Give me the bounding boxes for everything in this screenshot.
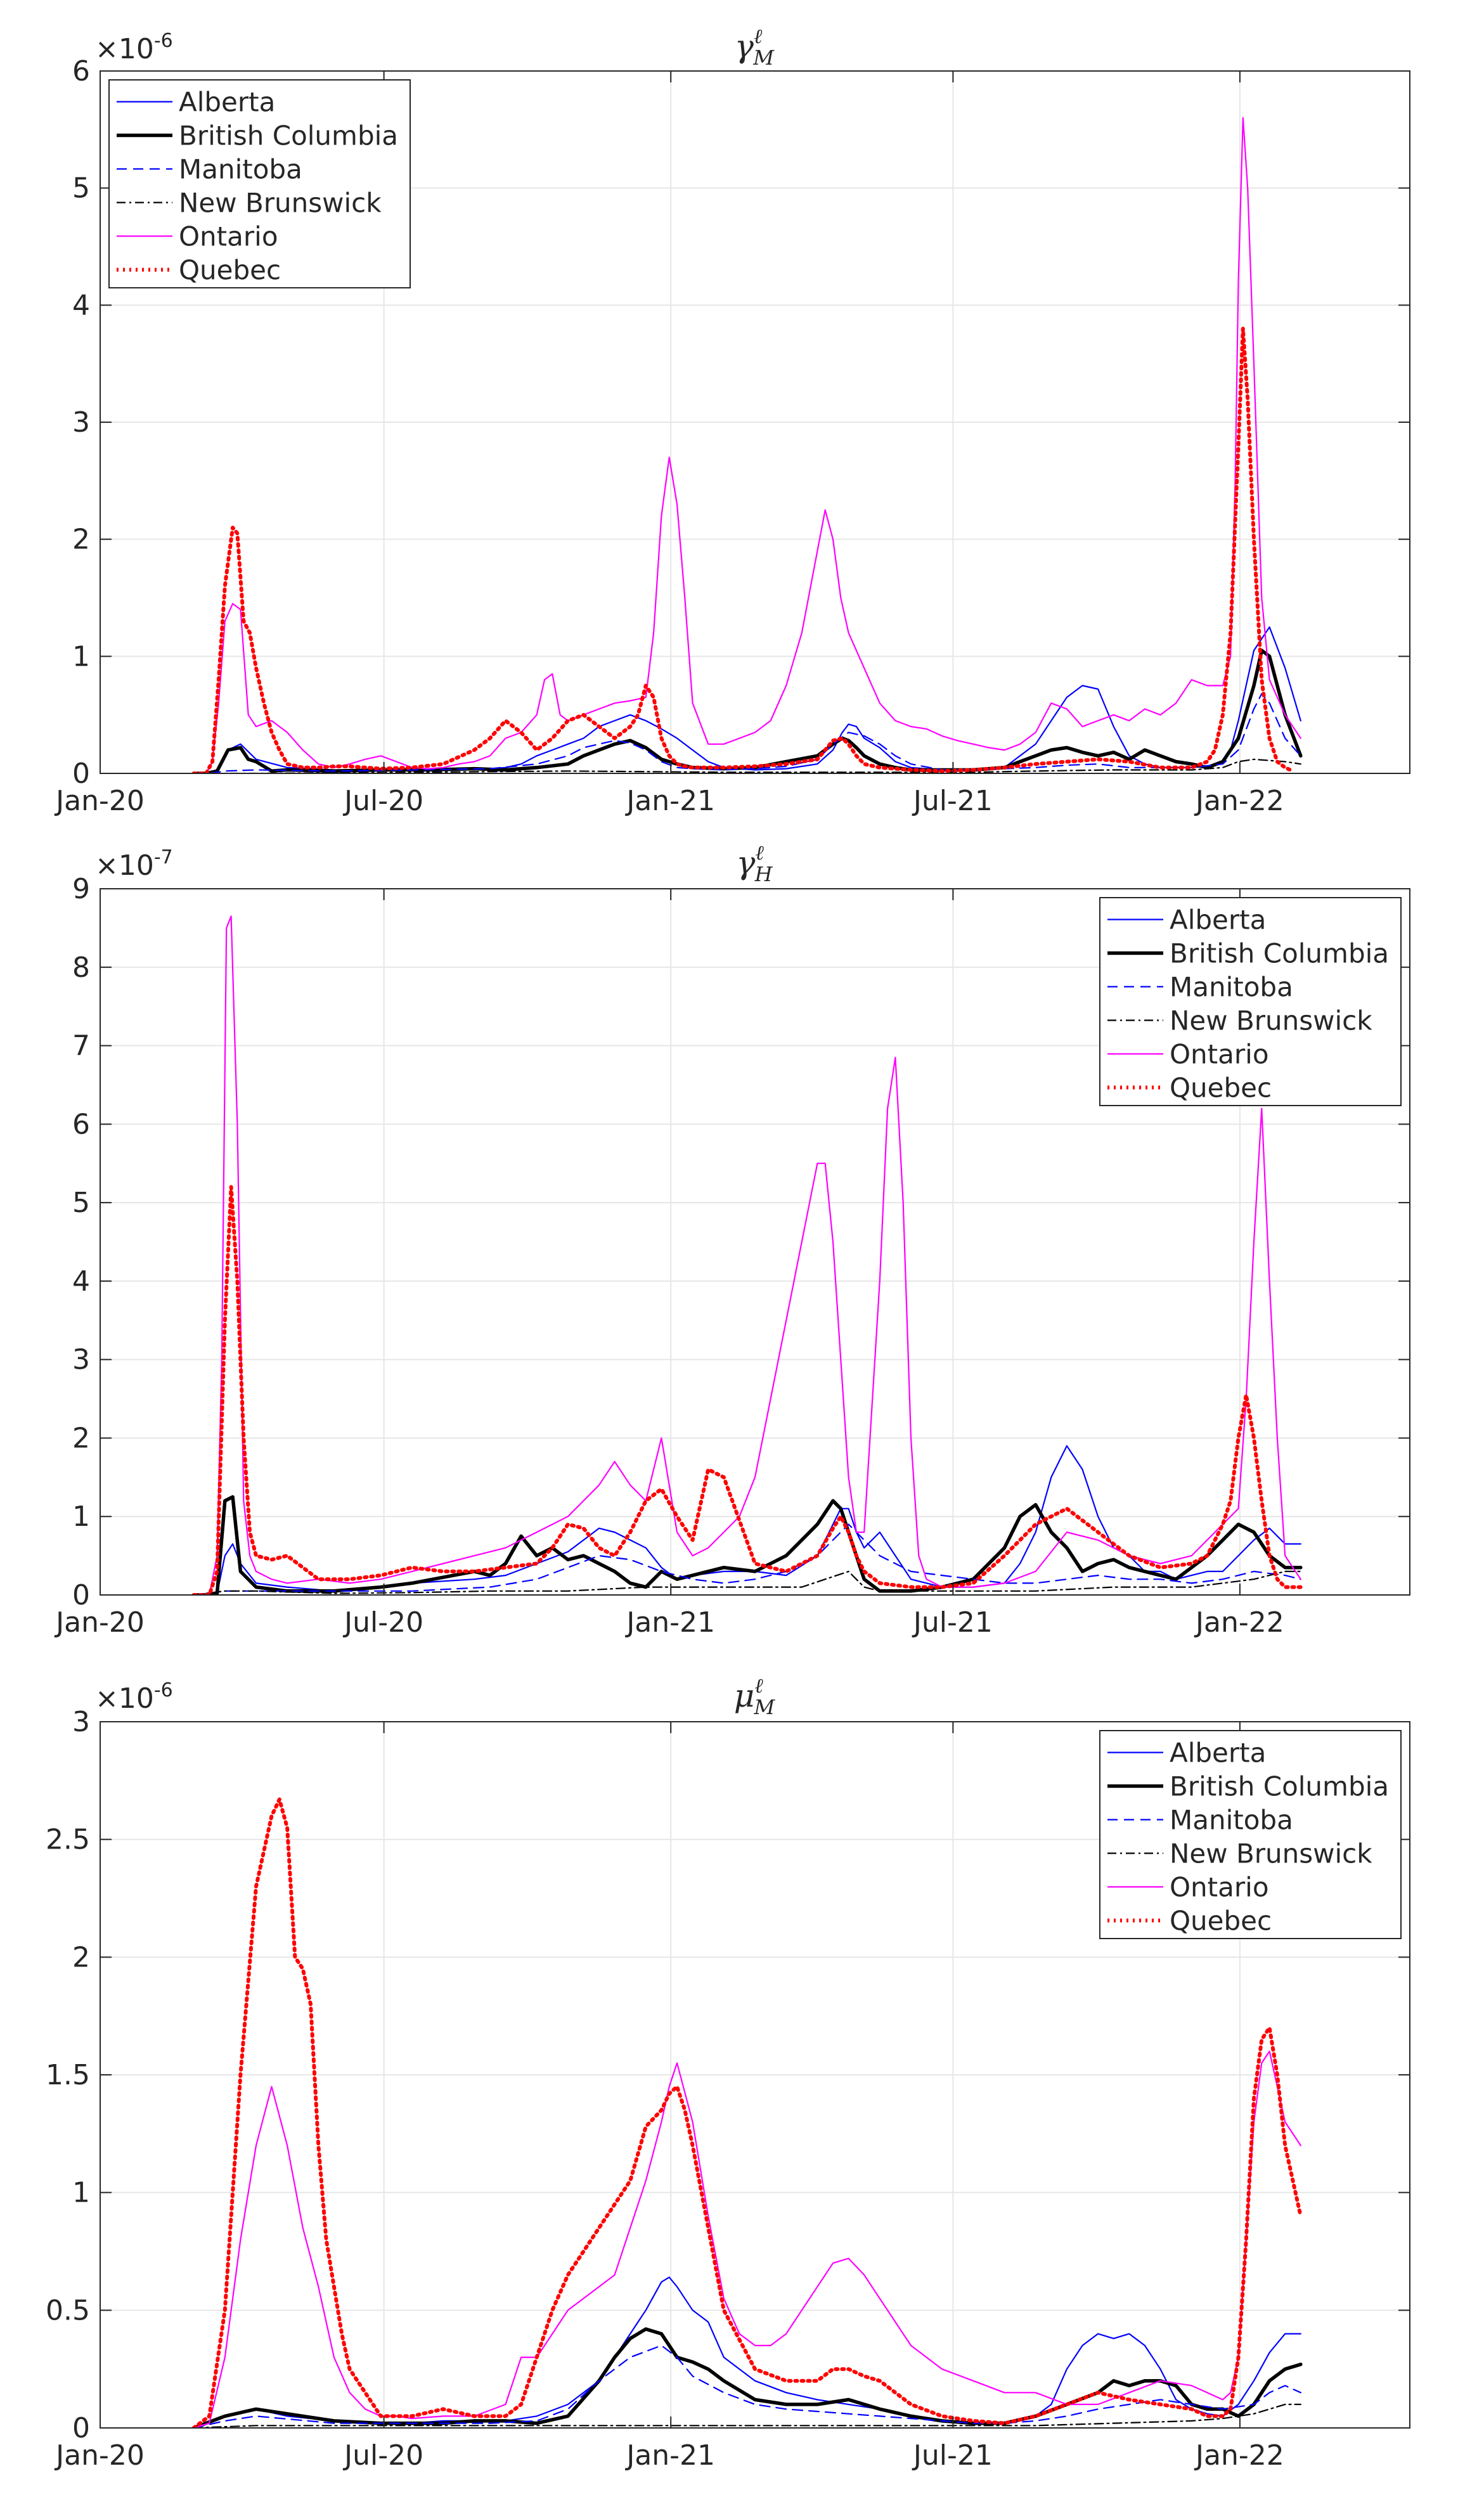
panel-gamma-m-legend-label-quebec: Quebec [179, 255, 281, 286]
panel-mu-m-legend-box [1099, 1730, 1402, 1939]
panel-gamma-h-ytick-label-5: 5 [72, 1187, 90, 1219]
panel-gamma-h-ytick-label-4: 4 [72, 1265, 90, 1298]
panel-gamma-m-xtick-label-2: Jan-21 [624, 785, 715, 817]
panel-mu-m-series-quebec [191, 1797, 1303, 2428]
panel-gamma-h-title: γℓ H [736, 841, 773, 886]
panel-gamma-h-ytick-label-6: 6 [72, 1108, 90, 1140]
panel-gamma-m-legend-label-ontario: Ontario [179, 221, 278, 252]
panel-gamma-h-legend-box [1099, 897, 1402, 1106]
panel-mu-m-series-ontario [193, 2050, 1301, 2428]
panel-gamma-h-legend-label-quebec: Quebec [1170, 1073, 1272, 1104]
panel-gamma-h-xtick-label-1: Jul-20 [342, 1606, 423, 1639]
panel-gamma-m-ytick-label-2: 2 [72, 524, 90, 556]
panel-gamma-h: γℓ H ×10-7 Jan-20 Jul-20 Jan-21 Jul-21 Jan-22… [54, 841, 1410, 1639]
panel-mu-m-legend-label-british-columbia: British Columbia [1170, 1771, 1389, 1802]
panel-gamma-h-xtick-label-4: Jan-22 [1194, 1606, 1284, 1639]
panel-mu-m-ytick-label-1: 0.5 [46, 2294, 90, 2327]
panel-gamma-h-series-manitoba [193, 1523, 1301, 1595]
panel-gamma-m-legend-label-manitoba: Manitoba [179, 154, 302, 185]
panel-gamma-m-ytick-label-5: 5 [72, 172, 90, 205]
panel-mu-m-ytick-label-0: 0 [72, 2412, 90, 2444]
panel-mu-m-ytick-label-4: 2 [72, 1941, 90, 1973]
panel-mu-m: μℓ M ×10-6 Jan-20 Jul-20 Jan-21 Jul-21 Jan-22… [46, 1674, 1410, 2472]
panel-mu-m-xtick-label-3: Jul-21 [912, 2439, 993, 2472]
panel-gamma-h-legend-label-new-brunswick: New Brunswick [1170, 1005, 1372, 1036]
panel-gamma-h-legend-label-alberta: Alberta [1170, 905, 1266, 936]
panel-gamma-m-ytick-label-0: 0 [72, 758, 90, 790]
panel-gamma-m-ytick-label-1: 1 [72, 640, 90, 673]
panel-gamma-m-xtick-label-0: Jan-20 [54, 785, 145, 817]
panel-mu-m-legend-label-ontario: Ontario [1170, 1872, 1269, 1903]
panel-mu-m-series-new-brunswick [193, 2403, 1301, 2428]
panel-gamma-h-series-quebec [191, 1185, 1303, 1595]
panel-mu-m-ytick-label-5: 2.5 [46, 1824, 90, 1856]
panel-gamma-m-xtick-label-1: Jul-20 [342, 785, 423, 817]
panel-gamma-h-legend-label-british-columbia: British Columbia [1170, 938, 1389, 969]
panel-gamma-m-xtick-label-3: Jul-21 [912, 785, 993, 817]
panel-gamma-m-ytick-label-4: 4 [72, 289, 90, 321]
panel-gamma-m-series-ontario [193, 117, 1301, 773]
panel-mu-m-ytick-label-6: 3 [72, 1706, 90, 1738]
panel-gamma-h-ytick-label-8: 8 [72, 952, 90, 984]
panel-gamma-m-legend-label-alberta: Alberta [179, 87, 275, 118]
panel-gamma-m-exponent: ×10-6 [95, 30, 173, 65]
panel-mu-m-series-british-columbia [191, 2327, 1303, 2428]
panel-gamma-h-xtick-label-0: Jan-20 [54, 1606, 145, 1639]
panel-gamma-h-xtick-label-3: Jul-21 [912, 1606, 993, 1639]
panel-gamma-h-legend-label-manitoba: Manitoba [1170, 972, 1293, 1003]
panel-gamma-h-ytick-label-2: 2 [72, 1422, 90, 1454]
panel-gamma-m-legend-label-new-brunswick: New Brunswick [179, 188, 382, 219]
panel-mu-m-legend-label-quebec: Quebec [1170, 1906, 1272, 1937]
panel-mu-m-legend-label-manitoba: Manitoba [1170, 1805, 1293, 1836]
panel-gamma-h-ytick-label-3: 3 [72, 1344, 90, 1376]
panel-gamma-m-xtick-label-4: Jan-22 [1194, 785, 1284, 817]
panel-gamma-m-legend-label-british-columbia: British Columbia [179, 120, 398, 152]
panel-gamma-m-legend-box [108, 79, 411, 288]
panel-mu-m-series-manitoba [193, 2344, 1301, 2428]
panel-mu-m-xtick-label-4: Jan-22 [1194, 2439, 1284, 2472]
panel-gamma-m-ytick-label-3: 3 [72, 406, 90, 439]
panel-gamma-h-legend-label-ontario: Ontario [1170, 1039, 1269, 1070]
panel-mu-m-legend-label-new-brunswick: New Brunswick [1170, 1838, 1372, 1869]
panel-gamma-h-series-british-columbia [191, 1495, 1303, 1595]
panel-gamma-h-ytick-label-1: 1 [72, 1500, 90, 1533]
panel-gamma-h-ytick-label-0: 0 [72, 1579, 90, 1611]
panel-gamma-m-title: γℓ M [735, 24, 775, 70]
panel-mu-m-ytick-label-3: 1.5 [46, 2059, 90, 2091]
panel-mu-m-ytick-label-2: 1 [72, 2177, 90, 2209]
panel-gamma-m-ytick-label-6: 6 [72, 55, 90, 87]
panel-mu-m-xtick-label-2: Jan-21 [624, 2439, 715, 2472]
panel-mu-m-title: μℓ M [734, 1674, 776, 1719]
panel-gamma-h-series-ontario [193, 915, 1301, 1595]
panel-gamma-m: γℓ M ×10-6 Jan-20 Jul-20 Jan-21 Jul-21 Jan-22… [54, 24, 1410, 817]
panel-gamma-h-axes-box [100, 888, 1410, 1596]
panel-gamma-m-series-new-brunswick [193, 758, 1301, 773]
panel-mu-m-legend-label-alberta: Alberta [1170, 1738, 1266, 1769]
panel-gamma-h-xtick-label-2: Jan-21 [624, 1606, 715, 1639]
panel-mu-m-xtick-label-1: Jul-20 [342, 2439, 423, 2472]
panel-gamma-h-series-new-brunswick [193, 1570, 1301, 1595]
panel-gamma-m-series-quebec [191, 326, 1295, 773]
panel-mu-m-exponent: ×10-6 [95, 1679, 173, 1715]
panel-mu-m-xtick-label-0: Jan-20 [54, 2439, 145, 2472]
panel-gamma-h-ytick-label-9: 9 [72, 873, 90, 905]
panel-gamma-h-exponent: ×10-7 [95, 846, 173, 882]
panel-gamma-h-ytick-label-7: 7 [72, 1030, 90, 1062]
